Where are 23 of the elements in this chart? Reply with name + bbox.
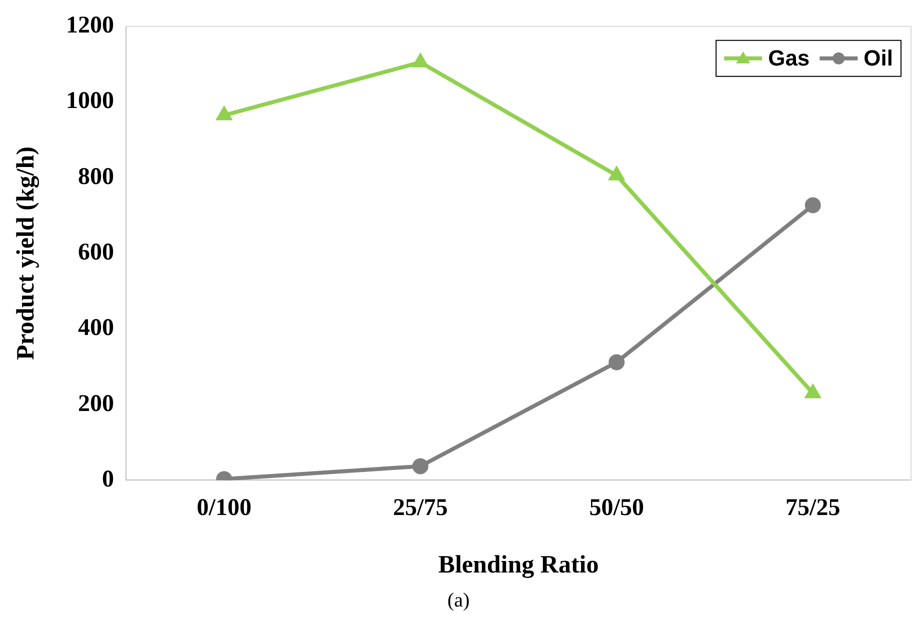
y-tick-label: 1000 (66, 88, 114, 114)
y-tick-label: 800 (78, 164, 114, 190)
y-tick-label: 600 (78, 240, 114, 266)
x-tick-label: 0/100 (196, 494, 252, 521)
point (412, 458, 428, 474)
legend-label: Oil (864, 45, 894, 70)
point (609, 167, 624, 180)
text: (a) (447, 589, 470, 612)
y-tick-label: 200 (78, 390, 114, 417)
point (216, 107, 232, 120)
y-tick-label: 400 (78, 315, 114, 342)
x-tick-label: 50/50 (589, 494, 644, 521)
point (806, 385, 820, 398)
point (608, 354, 625, 370)
point (413, 54, 428, 68)
y-tick-label: 0 (102, 466, 114, 492)
point (804, 197, 821, 214)
legend-label: Gas (768, 45, 810, 70)
x-tick-label: 75/25 (786, 494, 840, 521)
y-axis-title: Product yield (kg/h) (12, 146, 40, 360)
x-axis-title: Blending Ratio (438, 551, 599, 578)
y-tick-label: 1200 (66, 12, 114, 39)
x-tick-label: 25/75 (393, 494, 448, 521)
